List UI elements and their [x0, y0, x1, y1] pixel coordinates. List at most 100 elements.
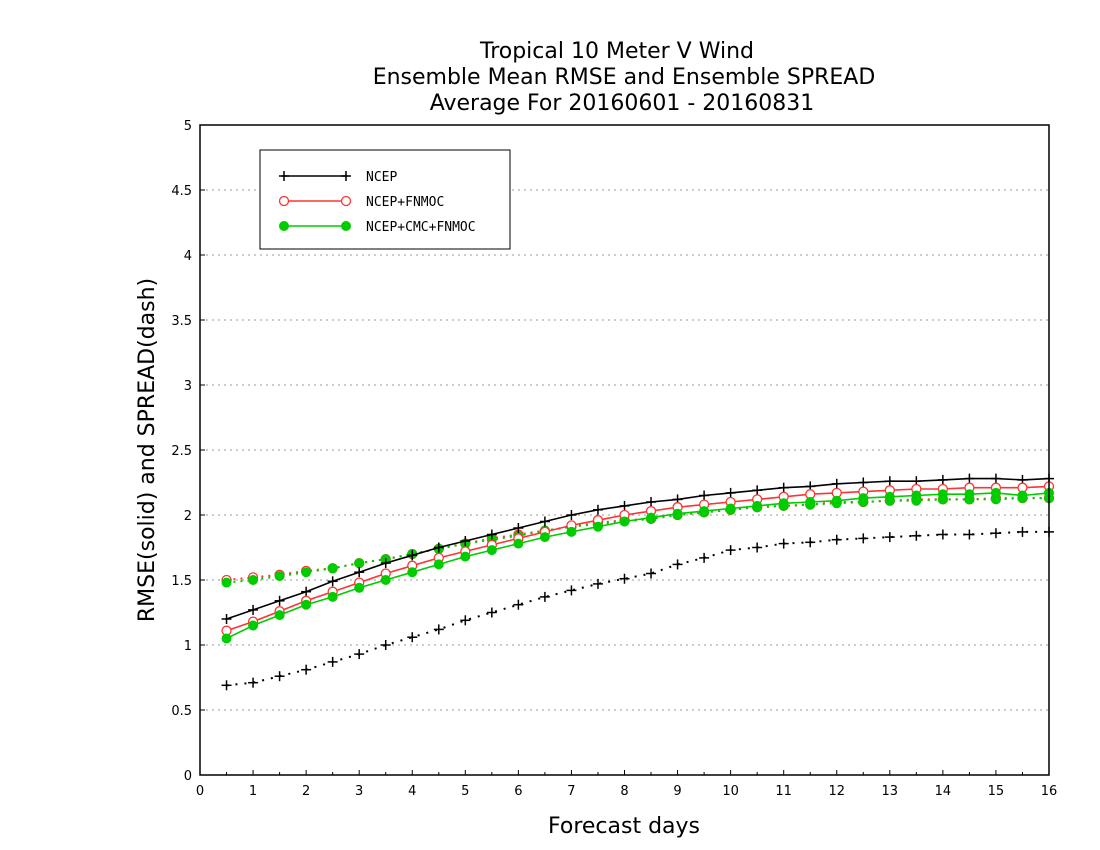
x-tick-label-3: 3: [355, 784, 363, 799]
series-0-spread-point-23: [831, 534, 842, 545]
series-0-rmse-point-13: [566, 510, 577, 520]
x-tick-label-13: 13: [882, 784, 899, 799]
series-0-rmse-point-28: [964, 473, 975, 484]
y-tick-label-2: 1: [184, 639, 192, 654]
x-tick-label-5: 5: [461, 784, 469, 799]
y-tick-label-0: 0: [184, 769, 192, 784]
series-0-rmse-point-19: [725, 487, 736, 498]
series-0-spread-line: [226, 530, 1049, 687]
y-tick-label-8: 4: [184, 249, 192, 264]
series-0-rmse-line: [226, 477, 1050, 620]
series-0-rmse-point-20: [752, 485, 763, 496]
series-2-spread: [221, 493, 1054, 588]
series-0-spread-point-16: [646, 568, 657, 579]
series-0-spread-point-21: [778, 538, 789, 549]
series-2-rmse-point-17: [672, 508, 683, 519]
series-1-spread-line: [226, 497, 1049, 581]
series-2-rmse-point-12: [539, 532, 550, 543]
legend-marker-end-2: [341, 221, 351, 231]
x-tick-label-16: 16: [1041, 784, 1058, 799]
series-0-spread-point-3: [301, 664, 312, 675]
series-layer: [221, 473, 1055, 691]
series-0-spread-point-18: [699, 552, 710, 563]
series-2-rmse-point-14: [592, 521, 603, 532]
series-0-spread-point-14: [592, 578, 603, 589]
series-0-rmse-point-5: [354, 567, 365, 578]
series-2-spread-point-4: [327, 563, 338, 574]
series-0-rmse-point-2: [274, 595, 285, 606]
series-0-rmse-point-10: [486, 529, 497, 540]
y-tick-label-4: 2: [184, 509, 192, 524]
series-0-rmse-point-3: [301, 586, 312, 597]
series-2-rmse-point-18: [699, 506, 710, 517]
series-0-rmse-point-15: [619, 500, 630, 511]
title-line-1: Tropical 10 Meter V Wind: [479, 39, 754, 64]
legend-label-2: NCEP+CMC+FNMOC: [366, 220, 476, 235]
series-2-spread-point-0: [221, 577, 232, 588]
axis-ticks: 00.511.522.533.544.550 1 2 3 4 5 6 7 8 9 10 11 12 13 1…: [171, 119, 1057, 799]
title-line-2: Ensemble Mean RMSE and Ensemble SPREAD: [373, 65, 876, 90]
series-2-rmse-point-21: [778, 498, 789, 509]
series-0-spread-point-9: [460, 615, 471, 626]
series-0-spread-point-10: [486, 607, 497, 618]
series-2-rmse-point-19: [725, 503, 736, 514]
series-2-rmse-point-16: [646, 512, 657, 523]
series-0-spread-point-19: [725, 545, 736, 556]
series-0-rmse-point-4: [327, 576, 338, 587]
series-0-spread-point-20: [752, 542, 763, 553]
legend-marker-end-1: [340, 195, 352, 207]
series-2-rmse: [221, 487, 1054, 644]
y-tick-label-3: 1.5: [171, 574, 192, 589]
legend-entry-1: NCEP+FNMOC: [278, 195, 444, 210]
x-tick-label-2: 2: [302, 784, 310, 799]
series-2-rmse-point-5: [354, 582, 365, 593]
series-2-rmse-point-1: [248, 620, 259, 631]
title-line-3: Average For 20160601 - 20160831: [430, 91, 815, 116]
series-0-spread-point-30: [1017, 526, 1028, 537]
series-0-spread-point-28: [964, 529, 975, 540]
legend: NCEP NCEP+FNMOC NCEP+CMC+FNMOC: [259, 149, 511, 250]
series-2-rmse-point-27: [937, 489, 948, 500]
y-tick-label-9: 4.5: [171, 184, 192, 199]
series-2-rmse-point-30: [1017, 490, 1028, 501]
legend-entry-2: NCEP+CMC+FNMOC: [279, 220, 476, 235]
series-0-spread-point-8: [433, 624, 444, 635]
series-1-rmse: [221, 481, 1055, 636]
series-0-spread-point-17: [672, 559, 683, 570]
series-0-rmse-point-23: [831, 478, 842, 489]
series-2-rmse-point-24: [858, 493, 869, 504]
series-0-spread-point-15: [619, 573, 630, 584]
series-0-rmse-point-27: [937, 474, 948, 485]
series-2-rmse-point-6: [380, 575, 391, 585]
series-0-spread-point-4: [327, 656, 338, 667]
series-0-spread-point-7: [407, 632, 418, 643]
grid-lines: [200, 189, 1049, 711]
series-1-rmse-line: [226, 485, 1050, 632]
series-0-rmse-point-29: [990, 473, 1001, 484]
series-0-spread-point-6: [380, 640, 391, 650]
series-2-rmse-point-9: [460, 551, 471, 562]
series-0-spread: [221, 526, 1054, 691]
series-2-rmse-point-29: [990, 487, 1001, 498]
series-0-spread-point-13: [566, 585, 577, 596]
series-0-spread-point-12: [539, 591, 550, 602]
y-tick-label-5: 2.5: [171, 444, 192, 459]
series-2-spread-point-2: [274, 571, 285, 582]
chart-title: Tropical 10 Meter V Wind Ensemble Mean R…: [373, 39, 876, 116]
series-0-rmse-point-14: [592, 504, 603, 515]
x-tick-label-8: 8: [620, 784, 628, 799]
series-0-rmse-point-7: [407, 550, 418, 561]
series-2-rmse-point-20: [752, 500, 763, 511]
x-tick-label-10: 10: [722, 784, 739, 799]
legend-box: [259, 149, 511, 250]
x-tick-label-15: 15: [988, 784, 1005, 799]
x-tick-label-0: 0: [196, 784, 204, 799]
y-axis-title: RMSE(solid) and SPREAD(dash): [135, 278, 160, 622]
series-2-rmse-point-7: [407, 567, 418, 578]
legend-marker-start-1: [278, 195, 290, 207]
series-0-rmse-point-9: [460, 536, 471, 546]
series-2-spread-point-3: [301, 567, 312, 578]
series-2-rmse-point-15: [619, 516, 630, 527]
series-0-spread-point-5: [354, 649, 365, 660]
